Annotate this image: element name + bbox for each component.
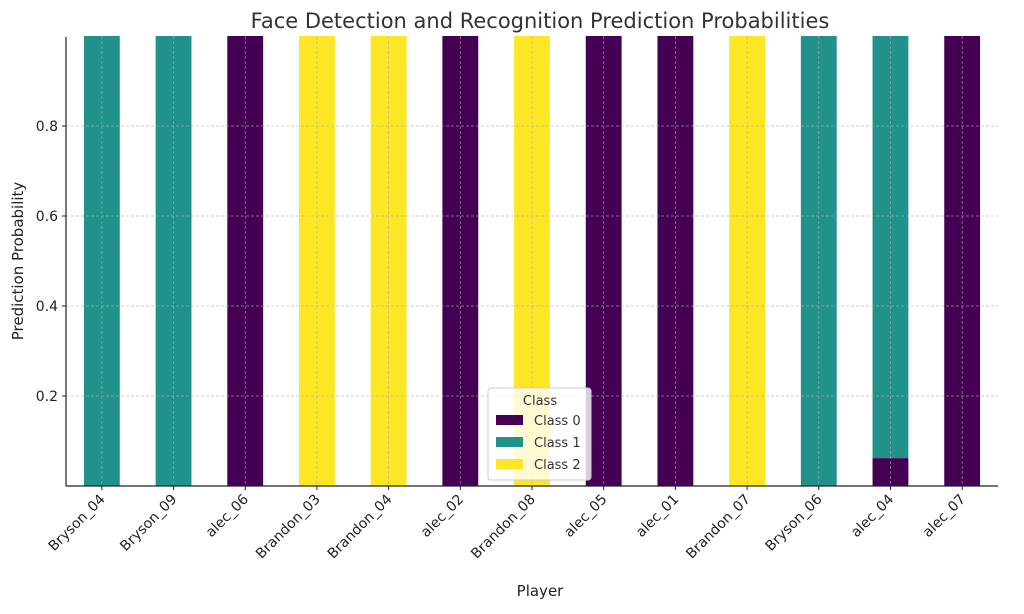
x-tick-label: Bryson_09 bbox=[117, 492, 180, 555]
x-tick-label: Brandon_08 bbox=[468, 492, 539, 563]
y-tick-label: 0.2 bbox=[36, 389, 58, 405]
x-tick-label: alec_04 bbox=[848, 491, 897, 540]
legend-swatch bbox=[496, 437, 523, 447]
legend: Class Class 0 Class 1 Class 2 bbox=[487, 387, 592, 481]
x-tick-label: alec_07 bbox=[920, 492, 969, 541]
legend-label: Class 1 bbox=[534, 436, 581, 451]
x-tick-label: alec_01 bbox=[633, 492, 682, 541]
legend-label: Class 2 bbox=[534, 458, 581, 473]
y-tick-label: 0.6 bbox=[36, 209, 58, 225]
x-tick-label: Brandon_07 bbox=[683, 492, 754, 563]
x-tick-label: Brandon_03 bbox=[253, 492, 324, 563]
chart-title: Face Detection and Recognition Predictio… bbox=[251, 9, 830, 33]
y-axis-label: Prediction Probability bbox=[9, 182, 27, 341]
legend-title: Class bbox=[523, 394, 557, 409]
x-axis-label: Player bbox=[517, 582, 565, 600]
x-ticks: Bryson_04 Bryson_09 alec_06 Brandon_03 Brand… bbox=[46, 486, 969, 562]
x-tick-label: alec_02 bbox=[418, 492, 467, 541]
x-tick-label: alec_05 bbox=[561, 492, 610, 541]
x-tick-label: Brandon_04 bbox=[325, 491, 396, 562]
grid-overlay bbox=[66, 36, 998, 486]
x-tick-label: Bryson_04 bbox=[46, 491, 109, 554]
legend-swatch bbox=[496, 415, 523, 425]
y-ticks: 0.2 0.4 0.6 0.8 bbox=[36, 119, 66, 405]
legend-box bbox=[487, 387, 592, 481]
legend-swatch bbox=[496, 459, 523, 469]
x-tick-label: Bryson_06 bbox=[763, 491, 826, 554]
legend-label: Class 0 bbox=[534, 414, 581, 429]
y-tick-label: 0.8 bbox=[36, 119, 58, 135]
x-tick-label: alec_06 bbox=[203, 491, 252, 540]
y-tick-label: 0.4 bbox=[36, 299, 58, 315]
